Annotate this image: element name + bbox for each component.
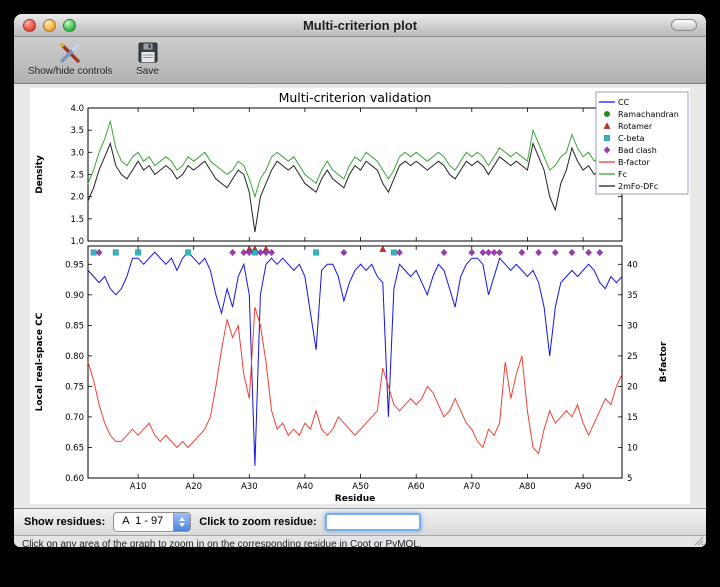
svg-text:A50: A50 [352, 482, 369, 492]
status-bar-text: Click on any area of the graph to zoom i… [22, 539, 422, 547]
svg-text:3.0: 3.0 [70, 148, 84, 158]
svg-text:A30: A30 [241, 482, 258, 492]
svg-text:4.0: 4.0 [70, 104, 84, 114]
cc-line [87, 251, 623, 466]
density-axis-label: Density [35, 155, 45, 194]
svg-text:15: 15 [627, 413, 638, 423]
svg-text:0.65: 0.65 [65, 444, 84, 454]
tools-icon [57, 40, 83, 66]
svg-text:0.60: 0.60 [65, 474, 84, 484]
show-hide-controls-label: Show/hide controls [28, 66, 113, 77]
svg-text:2.5: 2.5 [70, 171, 84, 181]
svg-text:A60: A60 [408, 482, 425, 492]
legend-label: Ramachandran [618, 110, 679, 119]
chevron-down-icon [179, 523, 186, 527]
zoom-button[interactable] [63, 18, 76, 32]
svg-text:25: 25 [627, 352, 638, 362]
fc-line [87, 119, 623, 199]
b-factor-line [87, 306, 623, 455]
legend-label: CC [618, 98, 630, 107]
cc-axis-label: Local real-space CC [35, 312, 45, 411]
legend-label: 2mFo-DFc [618, 182, 658, 191]
minimize-button[interactable] [43, 18, 56, 32]
legend-label: Bad clash [618, 146, 657, 155]
svg-text:A70: A70 [463, 482, 480, 492]
show-residues-label: Show residues: [24, 516, 106, 528]
svg-text:A40: A40 [297, 482, 314, 492]
multi-criterion-plot[interactable]: Multi-criterion validation 1.0 1.5 2.0 2.5 3.… [30, 88, 690, 504]
svg-text:0.90: 0.90 [65, 291, 84, 301]
chart-title: Multi-criterion validation [279, 90, 432, 105]
save-button-label: Save [136, 66, 159, 77]
toolbar-toggle-button[interactable] [671, 19, 697, 31]
svg-text:0.80: 0.80 [65, 352, 84, 362]
toolbar: Show/hide controls Save [14, 37, 706, 84]
close-button[interactable] [23, 18, 36, 32]
svg-text:0.85: 0.85 [65, 321, 84, 331]
svg-text:20: 20 [627, 382, 638, 392]
svg-text:5: 5 [627, 474, 632, 484]
legend-label: Fc [618, 170, 627, 179]
chevron-up-icon [179, 517, 186, 521]
window-title: Multi-criterion plot [302, 17, 418, 33]
svg-text:1.5: 1.5 [70, 215, 84, 225]
residue-range-select[interactable]: A 1 - 97 [113, 512, 192, 532]
validation-markers [90, 245, 604, 257]
svg-text:0.95: 0.95 [65, 260, 84, 270]
zoom-residue-label: Click to zoom residue: [199, 516, 317, 528]
show-hide-controls-button[interactable]: Show/hide controls [24, 39, 117, 78]
svg-text:10: 10 [627, 444, 638, 454]
legend-label: B-factor [618, 158, 651, 167]
residue-range-value: A 1 - 97 [122, 515, 164, 527]
svg-text:3.5: 3.5 [70, 126, 84, 136]
plot-content-area: Multi-criterion validation 1.0 1.5 2.0 2.5 3.… [14, 84, 706, 508]
top-axes: 1.0 1.5 2.0 2.5 3.0 3.5 4.0 [70, 104, 623, 247]
svg-text:2.0: 2.0 [70, 193, 84, 203]
svg-text:A80: A80 [519, 482, 536, 492]
svg-text:35: 35 [627, 291, 638, 301]
svg-text:A90: A90 [575, 482, 592, 492]
svg-text:A10: A10 [130, 482, 147, 492]
save-icon [135, 40, 161, 66]
zoom-residue-input[interactable] [324, 513, 421, 531]
residue-axis-label: Residue [335, 494, 375, 504]
svg-text:1.0: 1.0 [70, 237, 84, 247]
svg-text:0.70: 0.70 [65, 413, 84, 423]
status-bar: Click on any area of the graph to zoom i… [14, 535, 706, 547]
legend: CC Ramachandran Rotamer C-beta Bad clash B-fa… [595, 91, 689, 195]
stepper-icon[interactable] [173, 513, 191, 531]
resize-grip-icon[interactable] [692, 533, 704, 547]
control-bar: Show residues: A 1 - 97 Click to zoom re… [14, 508, 706, 535]
window-controls [23, 18, 76, 32]
title-bar[interactable]: Multi-criterion plot [14, 14, 706, 37]
figure-panel: Multi-criterion validation 1.0 1.5 2.0 2.5 3.… [30, 88, 690, 504]
save-button[interactable]: Save [131, 39, 165, 78]
app-window: Multi-criterion plot Show/hide controls [14, 14, 706, 547]
svg-text:40: 40 [627, 260, 638, 270]
svg-text:30: 30 [627, 321, 638, 331]
2mfo-dfc-line [87, 141, 623, 233]
bfactor-axis-label: B-factor [659, 341, 669, 382]
legend-label: Rotamer [618, 122, 653, 131]
svg-text:A20: A20 [185, 482, 202, 492]
svg-text:0.75: 0.75 [65, 382, 84, 392]
bottom-axes: 0.60 0.65 0.70 0.75 0.80 0.85 0.90 0.95 5 10 15 20 2… [65, 245, 638, 492]
legend-label: C-beta [618, 134, 645, 143]
